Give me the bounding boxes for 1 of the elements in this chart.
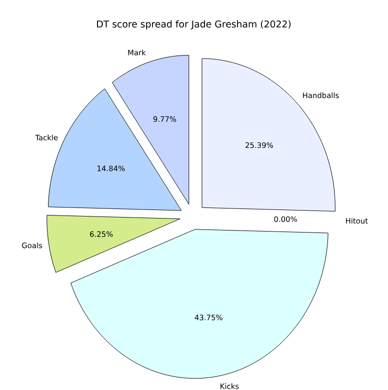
chart-title: DT score spread for Jade Gresham (2022) [97, 20, 291, 30]
